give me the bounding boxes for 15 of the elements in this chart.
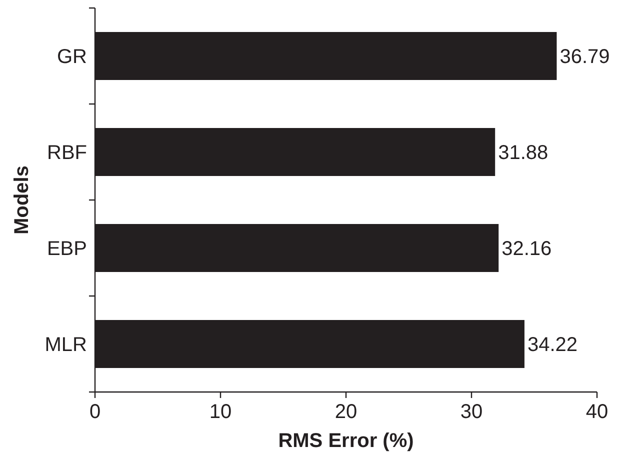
y-tick-label: GR [57,46,87,68]
x-tick-label: 30 [460,401,483,423]
x-tick-label: 40 [586,401,608,423]
x-tick-label: 10 [209,401,232,423]
data-label: 32.16 [502,238,552,260]
data-label: 36.79 [560,46,610,68]
y-axis-title: Models [11,166,33,234]
x-tick-label: 20 [334,401,358,423]
y-tick-label: EBP [46,238,87,260]
x-tick-label: 0 [89,401,101,423]
data-label: 34.22 [527,334,578,356]
data-label: 31.88 [498,142,548,164]
y-tick-label: MLR [44,334,87,356]
y-tick-label: RBF [47,142,87,164]
x-axis-title: RMS Error (%) [278,430,414,452]
